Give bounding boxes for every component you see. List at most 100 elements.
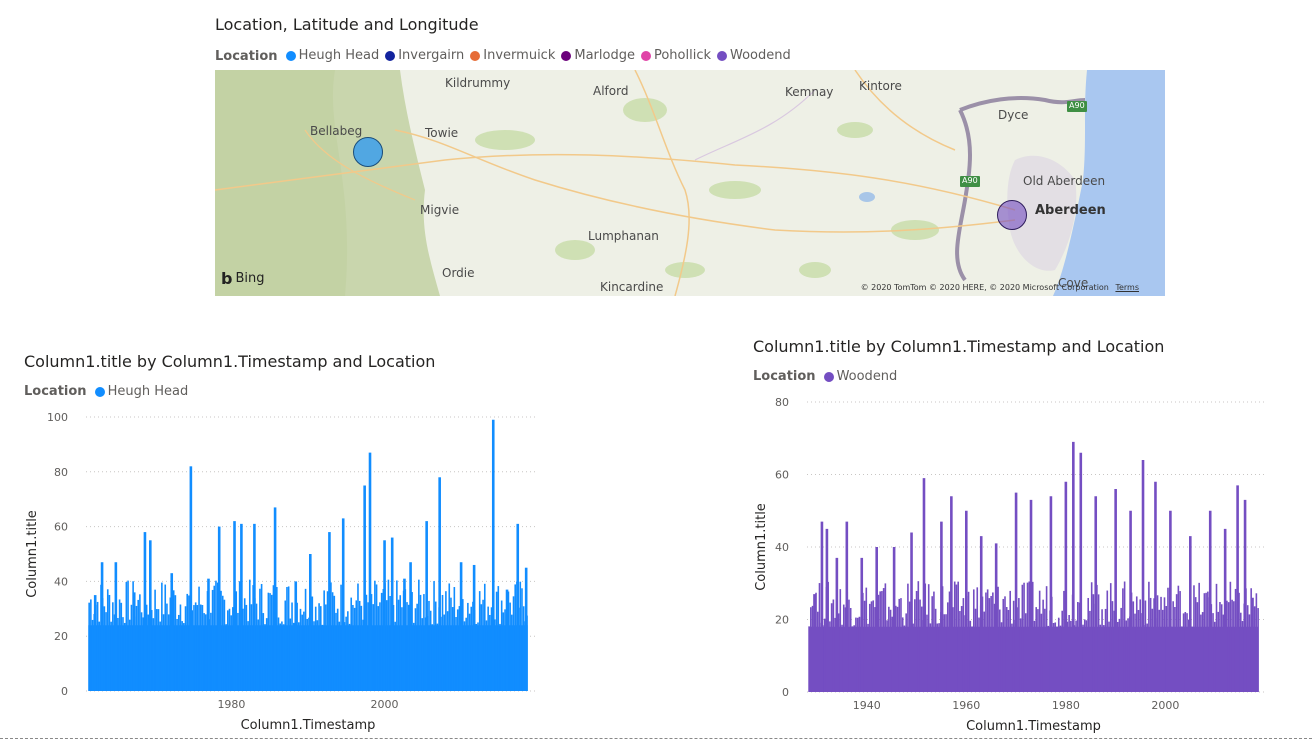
bar[interactable] xyxy=(1217,611,1220,692)
bar[interactable] xyxy=(198,586,200,691)
bar[interactable] xyxy=(1246,605,1249,692)
bar[interactable] xyxy=(340,584,342,691)
bar-peak[interactable] xyxy=(328,532,331,691)
bar[interactable] xyxy=(137,599,139,691)
bar[interactable] xyxy=(972,589,975,692)
bar[interactable] xyxy=(159,621,161,691)
bar[interactable] xyxy=(396,580,398,691)
bar[interactable] xyxy=(1139,599,1142,692)
bar[interactable] xyxy=(815,592,817,692)
bar[interactable] xyxy=(957,581,959,692)
bar[interactable] xyxy=(1059,625,1062,692)
bar[interactable] xyxy=(201,605,204,691)
bar[interactable] xyxy=(521,588,523,691)
bar[interactable] xyxy=(1212,613,1214,692)
bar[interactable] xyxy=(926,614,928,692)
bar[interactable] xyxy=(504,609,506,691)
bar[interactable] xyxy=(436,623,439,691)
bar[interactable] xyxy=(1040,613,1043,692)
bar[interactable] xyxy=(123,622,126,691)
bar-peak[interactable] xyxy=(409,562,412,691)
bar[interactable] xyxy=(1207,591,1209,692)
bar[interactable] xyxy=(232,607,234,691)
bar[interactable] xyxy=(458,606,461,691)
bar[interactable] xyxy=(282,624,285,691)
bar[interactable] xyxy=(868,603,871,692)
bar[interactable] xyxy=(333,595,336,691)
bar-peak[interactable] xyxy=(979,536,983,692)
bar[interactable] xyxy=(304,588,307,691)
bar[interactable] xyxy=(1090,582,1093,692)
bar[interactable] xyxy=(920,606,923,692)
bar[interactable] xyxy=(894,605,897,692)
bar[interactable] xyxy=(113,614,116,691)
bar[interactable] xyxy=(394,621,396,691)
bar-peak[interactable] xyxy=(1014,492,1018,692)
bar[interactable] xyxy=(443,614,445,691)
bar[interactable] xyxy=(411,592,413,691)
bar[interactable] xyxy=(226,610,229,691)
bar[interactable] xyxy=(1213,621,1216,692)
bar[interactable] xyxy=(1229,581,1232,692)
bar-peak[interactable] xyxy=(390,537,394,691)
bar[interactable] xyxy=(960,606,963,692)
bar[interactable] xyxy=(414,608,417,691)
bar[interactable] xyxy=(844,607,847,692)
bar[interactable] xyxy=(934,608,937,692)
bar[interactable] xyxy=(350,597,353,691)
bar[interactable] xyxy=(1161,609,1164,692)
bar[interactable] xyxy=(1044,608,1046,692)
bar-peak[interactable] xyxy=(170,573,174,691)
bar[interactable] xyxy=(308,617,310,691)
bar-peak[interactable] xyxy=(825,528,829,692)
bar[interactable] xyxy=(1146,623,1148,692)
bar[interactable] xyxy=(514,584,517,691)
legend-item-heugh-head[interactable]: Heugh Head xyxy=(285,48,379,63)
bar[interactable] xyxy=(990,595,992,692)
bar[interactable] xyxy=(933,591,935,692)
bar[interactable] xyxy=(338,621,341,691)
bar-peak[interactable] xyxy=(273,507,277,691)
bar[interactable] xyxy=(1253,606,1256,692)
bar[interactable] xyxy=(220,590,222,691)
bar[interactable] xyxy=(1083,619,1086,692)
bar-peak[interactable] xyxy=(472,564,476,691)
bar[interactable] xyxy=(257,619,260,691)
bar[interactable] xyxy=(468,613,471,691)
bar[interactable] xyxy=(1009,590,1011,692)
bar[interactable] xyxy=(1219,602,1221,692)
bar[interactable] xyxy=(1174,607,1176,692)
bar-peak[interactable] xyxy=(1189,536,1192,692)
bar[interactable] xyxy=(292,622,295,691)
bar-peak[interactable] xyxy=(93,595,97,691)
bar[interactable] xyxy=(154,589,156,691)
bar[interactable] xyxy=(889,609,892,692)
bar[interactable] xyxy=(495,591,498,691)
bar-peak[interactable] xyxy=(1223,528,1227,692)
bar[interactable] xyxy=(865,587,868,692)
bar[interactable] xyxy=(1061,610,1064,692)
bar[interactable] xyxy=(482,599,484,691)
bar[interactable] xyxy=(1153,598,1155,692)
bar[interactable] xyxy=(174,595,177,691)
bar[interactable] xyxy=(421,618,424,691)
bar[interactable] xyxy=(262,613,265,691)
legend-item-invergairn[interactable]: Invergairn xyxy=(385,48,464,63)
bar[interactable] xyxy=(1031,581,1034,692)
bar[interactable] xyxy=(467,602,469,691)
bar[interactable] xyxy=(1193,585,1195,692)
bar[interactable] xyxy=(245,604,248,691)
bar-peak[interactable] xyxy=(813,594,816,692)
bar[interactable] xyxy=(953,581,956,692)
bar-peak[interactable] xyxy=(845,521,849,692)
bar[interactable] xyxy=(1012,600,1015,692)
bar[interactable] xyxy=(299,608,302,691)
bar[interactable] xyxy=(296,602,298,691)
bar[interactable] xyxy=(164,584,167,691)
bar[interactable] xyxy=(497,586,500,691)
bar[interactable] xyxy=(487,606,489,691)
bar[interactable] xyxy=(265,618,268,691)
bar[interactable] xyxy=(1089,610,1091,692)
bar[interactable] xyxy=(1104,608,1107,692)
bar[interactable] xyxy=(1097,594,1100,692)
